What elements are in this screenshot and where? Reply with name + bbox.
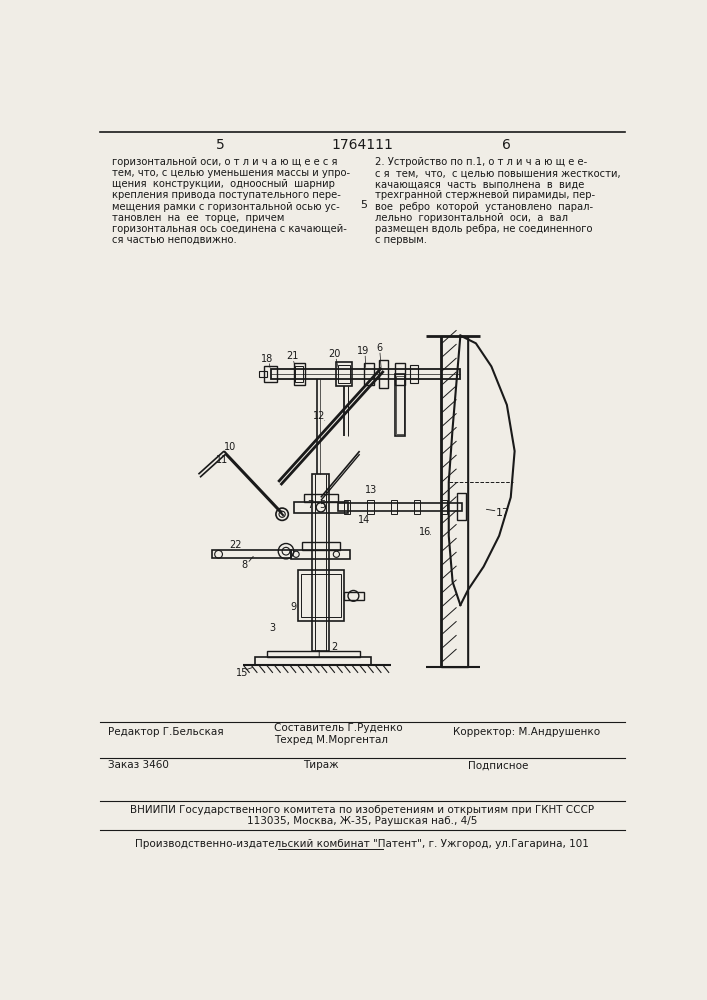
Bar	[363, 363, 374, 385]
Text: 8: 8	[242, 560, 248, 570]
Bar	[259, 371, 267, 377]
Bar	[379, 360, 388, 388]
Bar	[338, 503, 462, 511]
Bar	[264, 366, 276, 382]
Text: 6: 6	[503, 138, 511, 152]
Text: 16: 16	[419, 527, 432, 537]
Bar	[395, 363, 405, 385]
Text: Тираж: Тираж	[303, 760, 339, 770]
Text: 2. Устройство по п.1, о т л и ч а ю щ е е-: 2. Устройство по п.1, о т л и ч а ю щ е …	[375, 157, 588, 167]
Text: 15: 15	[235, 668, 248, 678]
Text: трехгранной стержневой пирамиды, пер-: трехгранной стержневой пирамиды, пер-	[375, 190, 595, 200]
Text: Корректор: М.Андрушенко: Корректор: М.Андрушенко	[452, 727, 600, 737]
Text: 3: 3	[269, 623, 275, 633]
Bar	[414, 500, 420, 514]
Text: Техред М.Моргентал: Техред М.Моргентал	[274, 735, 388, 745]
Bar	[391, 500, 397, 514]
Text: вое  ребро  которой  установлено  парал-: вое ребро которой установлено парал-	[375, 202, 593, 212]
Text: 5: 5	[216, 138, 225, 152]
Bar	[298, 570, 344, 620]
Bar	[301, 542, 340, 550]
Text: 5: 5	[360, 200, 367, 210]
Bar	[344, 592, 363, 600]
Text: Заказ 3460: Заказ 3460	[107, 760, 169, 770]
Text: качающаяся  часть  выполнена  в  виде: качающаяся часть выполнена в виде	[375, 179, 585, 189]
Bar	[344, 500, 351, 514]
Text: 1764111: 1764111	[331, 138, 393, 152]
Text: 2: 2	[332, 642, 338, 652]
Text: 18: 18	[260, 354, 273, 364]
Text: 20: 20	[328, 349, 340, 359]
Text: 5: 5	[320, 500, 325, 510]
Bar	[296, 366, 303, 382]
Bar	[255, 657, 371, 665]
Text: 12: 12	[313, 411, 325, 421]
Text: щения  конструкции,  одноосный  шарнир: щения конструкции, одноосный шарнир	[112, 179, 334, 189]
Bar	[410, 365, 418, 383]
Bar	[312, 474, 329, 651]
Text: 6: 6	[376, 343, 382, 353]
Text: 1: 1	[315, 650, 322, 660]
Text: с я  тем,  что,  с целью повышения жесткости,: с я тем, что, с целью повышения жесткост…	[375, 168, 621, 178]
Text: 22: 22	[229, 540, 242, 550]
Text: горизонтальной оси, о т л и ч а ю щ е е с я: горизонтальной оси, о т л и ч а ю щ е е …	[112, 157, 337, 167]
Bar	[300, 574, 341, 617]
Text: ся частью неподвижно.: ся частью неподвижно.	[112, 235, 236, 245]
Bar	[293, 363, 305, 385]
Text: 13: 13	[365, 485, 378, 495]
Text: 9: 9	[291, 602, 297, 612]
Bar	[271, 369, 460, 379]
Bar	[304, 494, 338, 502]
Text: ВНИИПИ Государственного комитета по изобретениям и открытиям при ГКНТ СССР: ВНИИПИ Государственного комитета по изоб…	[130, 805, 594, 815]
Bar	[337, 362, 352, 386]
Bar	[212, 550, 291, 558]
Text: 113035, Москва, Ж-35, Раушская наб., 4/5: 113035, Москва, Ж-35, Раушская наб., 4/5	[247, 816, 477, 826]
Text: 17: 17	[496, 508, 510, 518]
Text: мещения рамки с горизонтальной осью ус-: мещения рамки с горизонтальной осью ус-	[112, 202, 339, 212]
Text: с первым.: с первым.	[375, 235, 427, 245]
Text: Составитель Г.Руденко: Составитель Г.Руденко	[274, 723, 403, 733]
Bar	[441, 500, 448, 514]
Bar	[396, 376, 404, 434]
Text: размещен вдоль ребра, не соединенного: размещен вдоль ребра, не соединенного	[375, 224, 592, 234]
Bar	[457, 493, 466, 520]
Text: 19: 19	[357, 346, 370, 356]
Bar	[291, 550, 351, 559]
Bar	[441, 336, 468, 667]
Bar	[267, 651, 360, 657]
Text: лельно  горизонтальной  оси,  а  вал: лельно горизонтальной оси, а вал	[375, 213, 568, 223]
Text: 10: 10	[224, 442, 236, 452]
Text: Редактор Г.Бельская: Редактор Г.Бельская	[107, 727, 223, 737]
Text: 11: 11	[216, 455, 228, 465]
Text: 7: 7	[308, 500, 314, 510]
Text: горизонтальная ось соединена с качающей-: горизонтальная ось соединена с качающей-	[112, 224, 346, 234]
Text: тановлен  на  ее  торце,  причем: тановлен на ее торце, причем	[112, 213, 284, 223]
Text: Подписное: Подписное	[468, 760, 529, 770]
Text: крепления привода поступательного пере-: крепления привода поступательного пере-	[112, 190, 341, 200]
Bar	[293, 502, 348, 513]
Bar	[338, 365, 351, 383]
Text: Производственно-издательский комбинат "Патент", г. Ужгород, ул.Гагарина, 101: Производственно-издательский комбинат "П…	[135, 839, 589, 849]
Bar	[395, 374, 405, 436]
Text: 14: 14	[358, 515, 370, 525]
Text: тем, что, с целью уменьшения массы и упро-: тем, что, с целью уменьшения массы и упр…	[112, 168, 350, 178]
Text: 21: 21	[286, 351, 298, 361]
Bar	[368, 500, 373, 514]
